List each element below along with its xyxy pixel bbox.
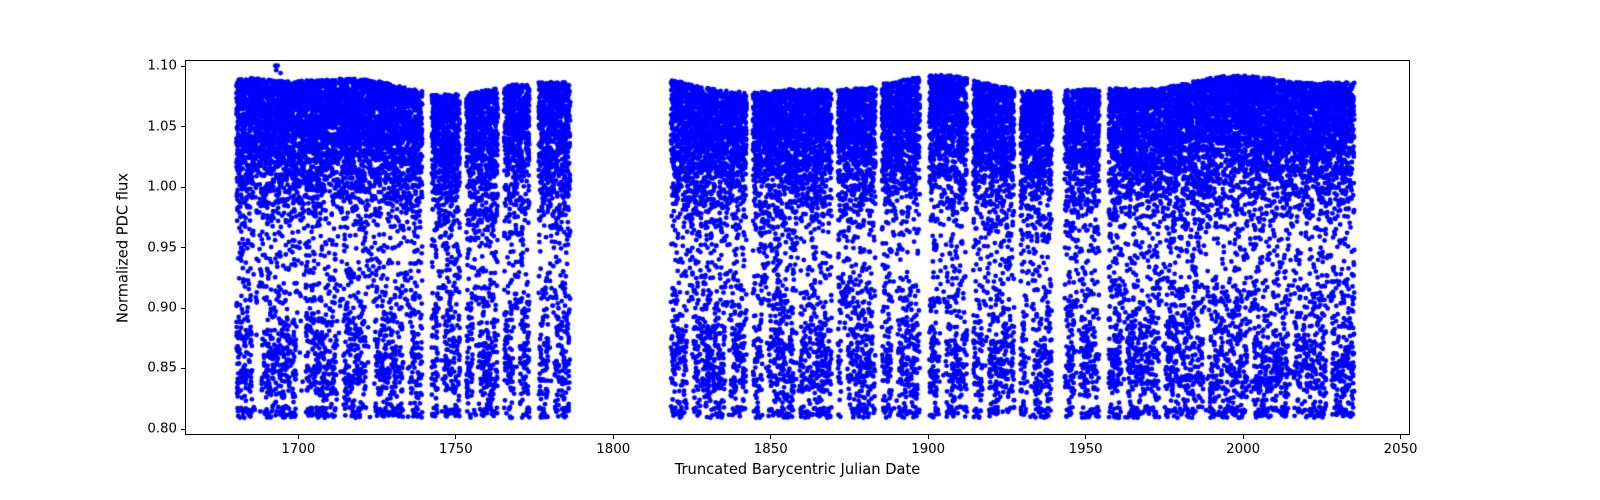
ytick-label: 1.00 bbox=[147, 180, 177, 195]
figure: Truncated Barycentric Julian Date Normal… bbox=[0, 0, 1600, 500]
ytick-label: 1.05 bbox=[147, 119, 177, 134]
xtick-mark bbox=[1085, 435, 1086, 439]
ytick-label: 0.80 bbox=[147, 421, 177, 436]
y-axis-label: Normalized PDC flux bbox=[115, 173, 132, 323]
ytick-mark bbox=[181, 126, 185, 127]
ytick-mark bbox=[181, 308, 185, 309]
xtick-label: 2050 bbox=[1384, 442, 1418, 457]
xtick-label: 1950 bbox=[1069, 442, 1103, 457]
xtick-mark bbox=[613, 435, 614, 439]
xtick-mark bbox=[770, 435, 771, 439]
xtick-label: 1800 bbox=[596, 442, 630, 457]
xtick-mark bbox=[928, 435, 929, 439]
xtick-mark bbox=[298, 435, 299, 439]
x-axis-label: Truncated Barycentric Julian Date bbox=[675, 461, 921, 478]
xtick-label: 1850 bbox=[754, 442, 788, 457]
ytick-label: 0.85 bbox=[147, 361, 177, 376]
ytick-mark bbox=[181, 247, 185, 248]
ytick-mark bbox=[181, 187, 185, 188]
ytick-mark bbox=[181, 429, 185, 430]
xtick-label: 1900 bbox=[911, 442, 945, 457]
xtick-label: 2000 bbox=[1226, 442, 1260, 457]
xtick-mark bbox=[1243, 435, 1244, 439]
ytick-label: 0.95 bbox=[147, 240, 177, 255]
xtick-mark bbox=[455, 435, 456, 439]
ytick-mark bbox=[181, 66, 185, 67]
xtick-label: 1700 bbox=[281, 442, 315, 457]
xtick-mark bbox=[1400, 435, 1401, 439]
xtick-label: 1750 bbox=[439, 442, 473, 457]
ytick-label: 0.90 bbox=[147, 300, 177, 315]
ytick-label: 1.10 bbox=[147, 59, 177, 74]
scatter-plot-area bbox=[185, 60, 1410, 435]
scatter-canvas bbox=[186, 61, 1410, 435]
ytick-mark bbox=[181, 368, 185, 369]
